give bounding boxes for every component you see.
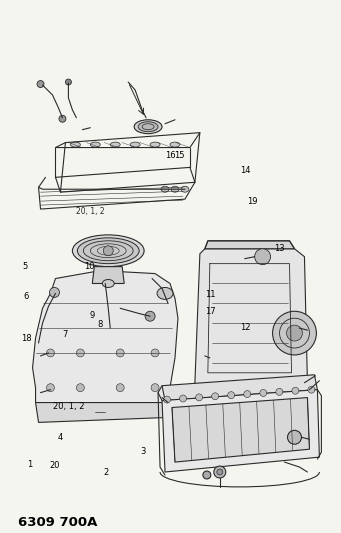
Text: 20: 20 <box>49 461 60 470</box>
Text: 5: 5 <box>23 262 28 271</box>
Circle shape <box>180 395 187 402</box>
Circle shape <box>260 390 267 397</box>
Circle shape <box>308 386 315 393</box>
Ellipse shape <box>102 279 114 287</box>
Circle shape <box>203 471 211 479</box>
Ellipse shape <box>72 235 144 266</box>
Polygon shape <box>205 241 295 249</box>
Circle shape <box>255 249 271 264</box>
Ellipse shape <box>170 142 180 147</box>
Circle shape <box>196 394 203 401</box>
Circle shape <box>228 392 235 399</box>
Circle shape <box>76 349 84 357</box>
Ellipse shape <box>110 142 120 147</box>
Ellipse shape <box>171 186 179 192</box>
Text: 13: 13 <box>274 244 284 253</box>
Text: 16: 16 <box>165 151 176 159</box>
Text: 14: 14 <box>240 166 250 175</box>
Text: 10: 10 <box>85 262 95 271</box>
Polygon shape <box>162 375 317 401</box>
Circle shape <box>292 387 299 394</box>
Ellipse shape <box>130 142 140 147</box>
Ellipse shape <box>90 142 100 147</box>
Text: 7: 7 <box>62 330 67 339</box>
Circle shape <box>65 79 71 85</box>
Ellipse shape <box>150 142 160 147</box>
Text: 11: 11 <box>205 290 216 298</box>
Text: 20, 1, 2: 20, 1, 2 <box>53 402 84 411</box>
Circle shape <box>212 393 219 400</box>
Text: 15: 15 <box>174 151 184 159</box>
Circle shape <box>49 287 59 297</box>
Ellipse shape <box>181 186 189 192</box>
Text: 20, 1, 2: 20, 1, 2 <box>76 207 105 216</box>
Ellipse shape <box>70 142 80 147</box>
Circle shape <box>103 246 113 256</box>
Polygon shape <box>32 271 178 402</box>
Text: 12: 12 <box>240 323 250 332</box>
Circle shape <box>287 430 301 444</box>
Polygon shape <box>35 402 168 422</box>
Circle shape <box>59 115 66 122</box>
Ellipse shape <box>138 122 158 132</box>
Circle shape <box>145 311 155 321</box>
Text: 4: 4 <box>58 432 63 441</box>
Polygon shape <box>172 398 309 462</box>
Ellipse shape <box>77 238 139 264</box>
Text: 2: 2 <box>103 469 108 478</box>
Circle shape <box>217 469 223 475</box>
Circle shape <box>151 349 159 357</box>
Text: 1: 1 <box>27 460 32 469</box>
Circle shape <box>276 389 283 395</box>
Ellipse shape <box>134 120 162 134</box>
Circle shape <box>116 349 124 357</box>
Circle shape <box>46 384 55 392</box>
Circle shape <box>46 349 55 357</box>
Circle shape <box>164 396 170 403</box>
Circle shape <box>286 325 302 341</box>
Circle shape <box>244 391 251 398</box>
Text: 6309 700A: 6309 700A <box>18 516 97 529</box>
Text: 8: 8 <box>98 320 103 329</box>
Circle shape <box>151 384 159 392</box>
Circle shape <box>37 80 44 87</box>
Text: 17: 17 <box>205 306 216 316</box>
Polygon shape <box>162 390 320 472</box>
Text: 9: 9 <box>89 311 94 320</box>
Circle shape <box>272 311 316 355</box>
Text: 6: 6 <box>24 293 29 301</box>
Ellipse shape <box>161 186 169 192</box>
Text: 18: 18 <box>21 334 31 343</box>
Text: 3: 3 <box>140 447 146 456</box>
Polygon shape <box>195 249 308 390</box>
Circle shape <box>214 466 226 478</box>
Text: 19: 19 <box>247 197 257 206</box>
Circle shape <box>76 384 84 392</box>
Polygon shape <box>92 266 124 284</box>
Circle shape <box>116 384 124 392</box>
Ellipse shape <box>157 287 173 300</box>
